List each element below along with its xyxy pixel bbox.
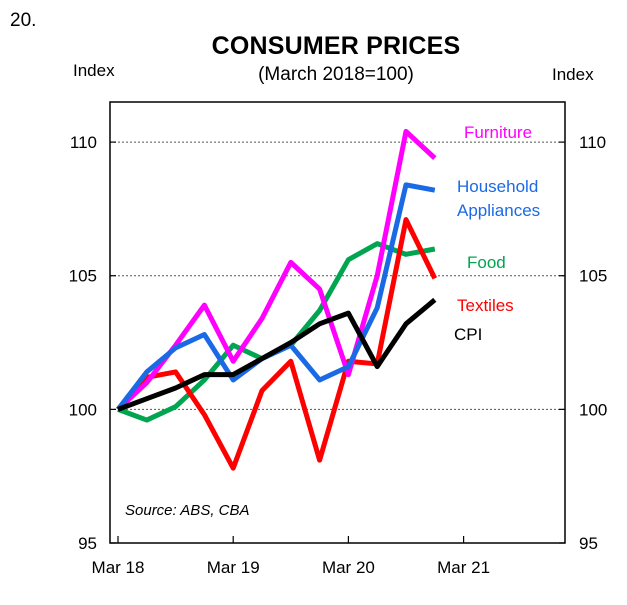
figure-number: 20. xyxy=(10,10,37,31)
y-tick-label-left-95: 95 xyxy=(78,534,97,553)
series-label-cpi: CPI xyxy=(454,325,482,344)
x-tick-label-2: Mar 20 xyxy=(322,558,375,577)
y-tick-label-right-110: 110 xyxy=(579,133,606,152)
y-tick-label-left-105: 105 xyxy=(69,267,97,286)
y-axis-label-right: Index xyxy=(552,65,594,84)
x-tick-label-0: Mar 18 xyxy=(92,558,145,577)
series-label-household-appliances-0: Household xyxy=(457,177,538,196)
series-label-household-appliances-1: Appliances xyxy=(457,201,540,220)
y-tick-label-right-95: 95 xyxy=(579,534,598,553)
y-axis-label-left: Index xyxy=(73,61,115,80)
y-tick-label-left-110: 110 xyxy=(70,133,97,152)
series-label-furniture: Furniture xyxy=(464,123,532,142)
plot-frame xyxy=(109,101,566,544)
series-line-textiles xyxy=(116,217,438,471)
series-label-food: Food xyxy=(467,253,506,272)
y-tick-label-right-100: 100 xyxy=(579,400,607,419)
y-tick-label-right-105: 105 xyxy=(579,267,607,286)
x-tick-label-1: Mar 19 xyxy=(207,558,260,577)
series-label-textiles: Textiles xyxy=(457,296,514,315)
x-tick-label-3: Mar 21 xyxy=(437,558,490,577)
y-tick-label-left-100: 100 xyxy=(69,400,97,419)
source-note: Source: ABS, CBA xyxy=(125,502,250,519)
chart-subtitle: (March 2018=100) xyxy=(258,64,414,85)
chart-title: CONSUMER PRICES xyxy=(211,32,461,60)
series-line-cpi xyxy=(117,297,437,412)
